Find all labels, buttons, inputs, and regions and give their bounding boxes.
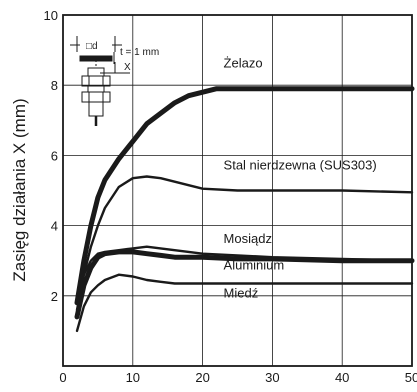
x-tick-label: 10 [126,370,140,385]
y-tick-label: 10 [44,8,58,23]
sensor-nut-bottom [81,91,111,103]
x-tick-label: 30 [265,370,279,385]
series-label-mied: Miedź [224,286,259,301]
y-tick-label: 4 [51,219,58,234]
series-label-stal-nierdzewna-sus303: Stal nierdzewna (SUS303) [224,157,377,172]
series-label-elazo: Żelazo [224,56,263,71]
x-tick-label: 0 [59,370,66,385]
x-tick-label: 40 [335,370,349,385]
x-tick-label: 50 [405,370,417,385]
y-axis-label: Zasięg działania X (mm) [10,98,29,281]
series-line-stal-nierdzewna-sus303 [75,175,414,311]
sensor-head [87,67,105,77]
y-tick-label: 6 [51,148,58,163]
inset-x-label: X [124,62,131,73]
y-tick-label: 8 [51,78,58,93]
x-tick-label: 20 [195,370,209,385]
y-tick-label: 2 [51,289,58,304]
series-line-mied [75,273,414,333]
series-label-aluminium: Aluminium [224,257,285,272]
series-line-elazo [74,86,415,306]
series-label-mosi-dz: Mosiądz [224,231,272,246]
sensor-body [88,101,104,117]
sensor-thread [87,85,105,93]
sensor-nut-top [81,75,111,87]
inset-d-label: □d [86,41,98,52]
series-line-aluminium [74,249,415,320]
plot-frame [62,14,413,367]
sensor-diagram [70,36,130,126]
series-labels: Żelazo Stal nierdzewna (SUS303) Mosiądz Alu… [224,56,377,301]
axis-ticks: 0 10 20 30 40 50 2 4 6 8 10 [44,8,417,385]
series-group [74,86,415,333]
inset-t-label: t = 1 mm [120,47,159,58]
